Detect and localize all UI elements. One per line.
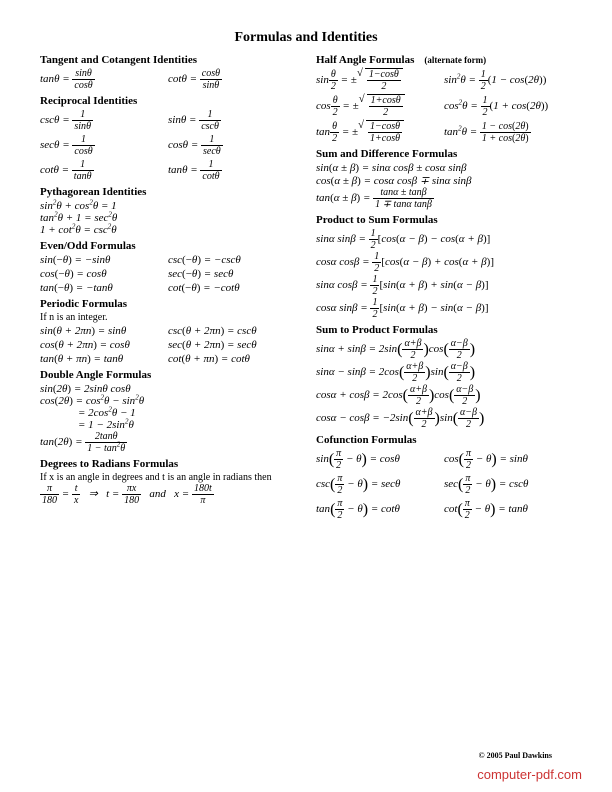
sect-cofunc: Cofunction Formulas [316, 434, 572, 446]
right-column: Half Angle Formulas(alternate form) sinθ… [316, 50, 572, 523]
degrad-note: If x is an angle in degrees and t is an … [40, 472, 296, 483]
periodic-note: If n is an integer. [40, 312, 296, 323]
watermark: computer-pdf.com [477, 767, 582, 782]
sect-degrad: Degrees to Radians Formulas [40, 458, 296, 470]
sect-evenodd: Even/Odd Formulas [40, 240, 296, 252]
sect-periodic: Periodic Formulas [40, 298, 296, 310]
sect-pythagorean: Pythagorean Identities [40, 186, 296, 198]
sect-sumprod: Sum to Product Formulas [316, 324, 572, 336]
content-columns: Tangent and Cotangent Identities tanθ = … [40, 50, 572, 523]
copyright: © 2005 Paul Dawkins [479, 751, 552, 760]
left-column: Tangent and Cotangent Identities tanθ = … [40, 50, 296, 523]
page-title: Formulas and Identities [40, 30, 572, 46]
sect-prodsum: Product to Sum Formulas [316, 214, 572, 226]
sect-sumdiff: Sum and Difference Formulas [316, 148, 572, 160]
sect-double: Double Angle Formulas [40, 369, 296, 381]
sect-tangent: Tangent and Cotangent Identities [40, 54, 296, 66]
sect-reciprocal: Reciprocal Identities [40, 95, 296, 107]
sect-half: Half Angle Formulas(alternate form) [316, 54, 572, 66]
